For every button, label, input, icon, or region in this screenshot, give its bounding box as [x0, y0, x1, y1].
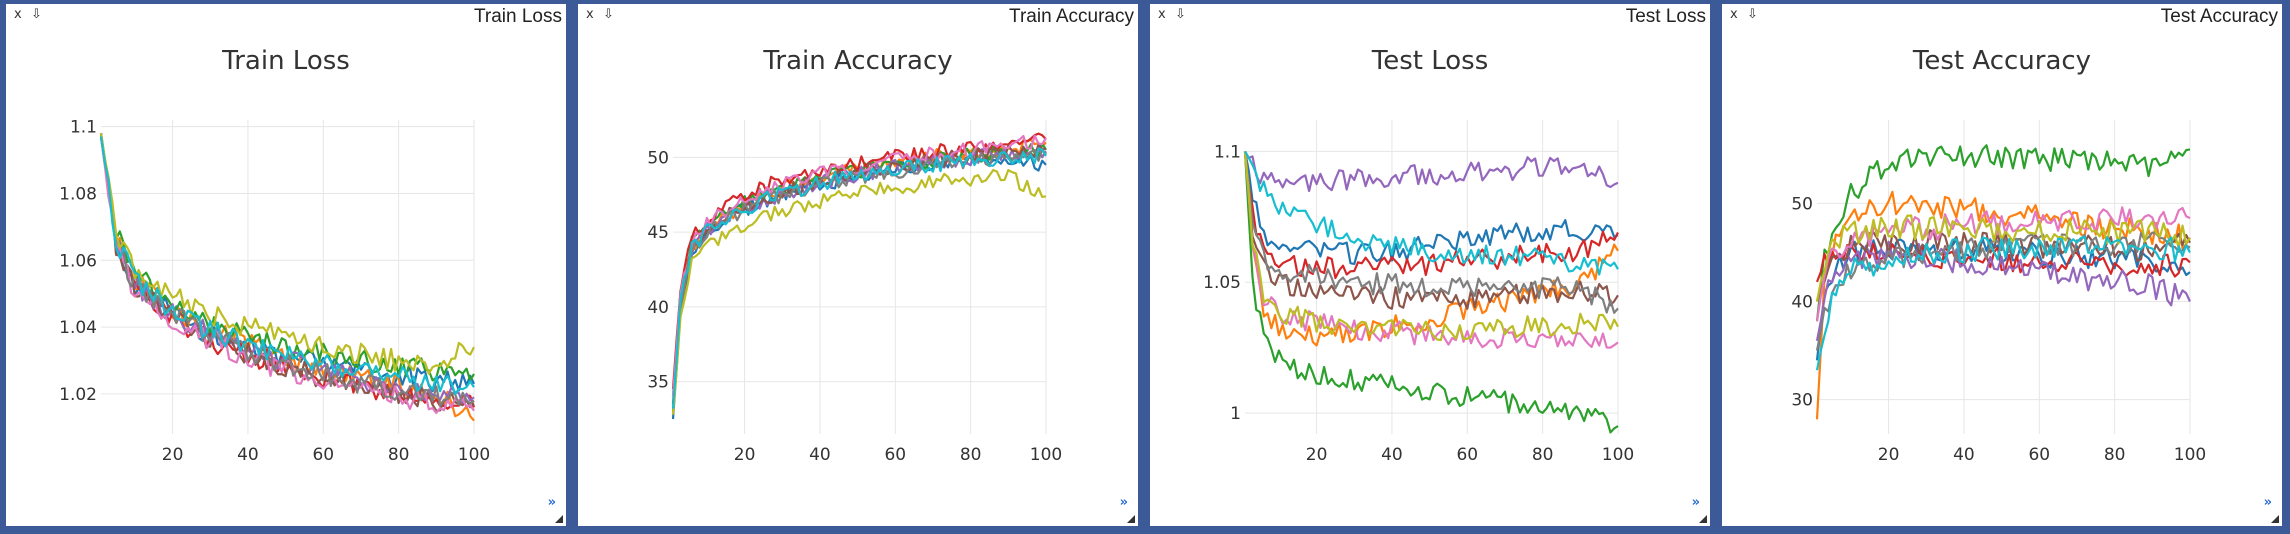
y-tick-label: 40 — [1791, 293, 1813, 313]
close-icon[interactable]: x — [1158, 7, 1166, 22]
y-tick-label: 1.02 — [59, 385, 97, 405]
resize-handle-icon[interactable] — [1699, 515, 1707, 523]
series-line-7 — [99, 136, 475, 414]
resize-handle-icon[interactable] — [555, 515, 563, 523]
x-tick-label: 20 — [1306, 445, 1328, 465]
series-line-2 — [671, 138, 1047, 405]
x-tick-label: 20 — [162, 445, 184, 465]
panel-train-loss: x ⇩ Train Loss Train Loss 1.02 1.04 1.06 1.… — [6, 4, 566, 526]
series-line-2 — [99, 136, 475, 422]
x-tick-label: 40 — [809, 445, 831, 465]
y-tick-label: 1.1 — [70, 118, 97, 138]
series-line-3 — [1243, 151, 1619, 434]
series-line-1 — [1815, 238, 2191, 361]
y-tick-label: 1.04 — [59, 318, 97, 338]
download-icon[interactable]: ⇩ — [31, 7, 42, 22]
download-icon[interactable]: ⇩ — [603, 7, 614, 22]
x-tick-label: 80 — [2104, 445, 2126, 465]
x-tick-label: 100 — [1602, 445, 1634, 465]
chart-test-loss[interactable]: 1 1.05 1.1 20 40 60 80 100 — [1150, 4, 1710, 526]
panel-test-loss: x ⇩ Test Loss Test Loss 1 1.05 1.1 20 40 60 80… — [1150, 4, 1710, 526]
y-tick-label: 40 — [647, 298, 669, 318]
resize-handle-icon[interactable] — [1127, 515, 1135, 523]
y-tick-label: 35 — [647, 373, 669, 393]
panel-header: x ⇩ Test Accuracy — [1722, 4, 2282, 28]
series-line-9 — [99, 133, 475, 375]
x-tick-label: 40 — [1381, 445, 1403, 465]
chart-title: Train Loss — [222, 46, 350, 76]
download-icon[interactable]: ⇩ — [1175, 7, 1186, 22]
series-line-5 — [1244, 150, 1619, 193]
series-line-9 — [1815, 214, 2191, 302]
series-line-6 — [99, 133, 475, 412]
x-tick-label: 100 — [2174, 445, 2206, 465]
y-tick-label: 50 — [647, 148, 669, 168]
x-tick-label: 80 — [1532, 445, 1554, 465]
series-line-6 — [671, 143, 1047, 405]
x-tick-label: 20 — [734, 445, 756, 465]
download-icon[interactable]: ⇩ — [1747, 7, 1758, 22]
chart-title: Test Accuracy — [1912, 46, 2092, 76]
series-line-9 — [671, 168, 1047, 415]
panel-train-accuracy: x ⇩ Train Accuracy Train Accuracy 35 40 45… — [578, 4, 1138, 526]
series-line-10 — [1244, 150, 1619, 276]
chart-title: Train Accuracy — [763, 46, 953, 76]
y-tick-label: 1.06 — [59, 251, 97, 271]
x-tick-label: 60 — [884, 445, 906, 465]
y-tick-label: 1 — [1230, 404, 1241, 424]
y-tick-label: 1.1 — [1214, 142, 1241, 162]
x-tick-label: 40 — [237, 445, 259, 465]
series-line-10 — [671, 147, 1047, 409]
series-line-3 — [1815, 144, 2191, 322]
chart-title: Test Loss — [1371, 46, 1489, 76]
series-line-5 — [1815, 240, 2191, 342]
x-tick-label: 60 — [1456, 445, 1478, 465]
panel-header: x ⇩ Train Accuracy — [578, 4, 1138, 28]
x-tick-label: 80 — [388, 445, 410, 465]
panel-test-accuracy: x ⇩ Test Accuracy Test Accuracy 30 40 50 20… — [1722, 4, 2282, 526]
close-icon[interactable]: x — [14, 7, 22, 22]
y-tick-label: 30 — [1791, 391, 1813, 411]
panel-label: Test Loss — [1625, 6, 1706, 27]
series-line-1 — [1243, 151, 1619, 265]
panel-label: Train Accuracy — [1009, 6, 1134, 27]
expand-icon[interactable]: » — [2263, 495, 2272, 510]
x-tick-label: 60 — [312, 445, 334, 465]
series-line-3 — [99, 133, 475, 382]
x-tick-label: 80 — [960, 445, 982, 465]
chart-test-accuracy[interactable]: 30 40 50 20 40 60 80 100 — [1722, 4, 2282, 526]
panel-header: x ⇩ Train Loss — [6, 4, 566, 28]
series-line-8 — [1243, 151, 1619, 314]
series-line-4 — [1243, 151, 1619, 280]
x-tick-label: 20 — [1878, 445, 1900, 465]
y-tick-label: 1.08 — [59, 184, 97, 204]
expand-icon[interactable]: » — [1119, 495, 1128, 510]
chart-train-accuracy[interactable]: 35 40 45 50 20 40 60 80 100 — [578, 4, 1138, 526]
close-icon[interactable]: x — [1730, 7, 1738, 22]
resize-handle-icon[interactable] — [2271, 515, 2279, 523]
series-line-5 — [671, 145, 1047, 412]
x-tick-label: 40 — [1953, 445, 1975, 465]
series-line-10 — [1815, 235, 2191, 371]
series-line-9 — [1243, 151, 1619, 342]
y-tick-label: 1.05 — [1203, 273, 1241, 293]
panel-header: x ⇩ Test Loss — [1150, 4, 1710, 28]
chart-train-loss[interactable]: 1.02 1.04 1.06 1.08 1.1 20 40 60 80 100 — [6, 4, 566, 526]
close-icon[interactable]: x — [586, 7, 594, 22]
series-line-2 — [1243, 151, 1619, 347]
series-line-3 — [671, 142, 1047, 397]
series-line-10 — [99, 136, 475, 396]
x-tick-label: 100 — [458, 445, 490, 465]
y-tick-label: 45 — [647, 223, 669, 243]
x-tick-label: 100 — [1030, 445, 1062, 465]
expand-icon[interactable]: » — [547, 495, 556, 510]
y-tick-label: 50 — [1791, 194, 1813, 214]
expand-icon[interactable]: » — [1691, 495, 1700, 510]
x-tick-label: 60 — [2028, 445, 2050, 465]
panel-label: Test Accuracy — [2160, 6, 2278, 27]
panel-label: Train Loss — [474, 6, 562, 27]
